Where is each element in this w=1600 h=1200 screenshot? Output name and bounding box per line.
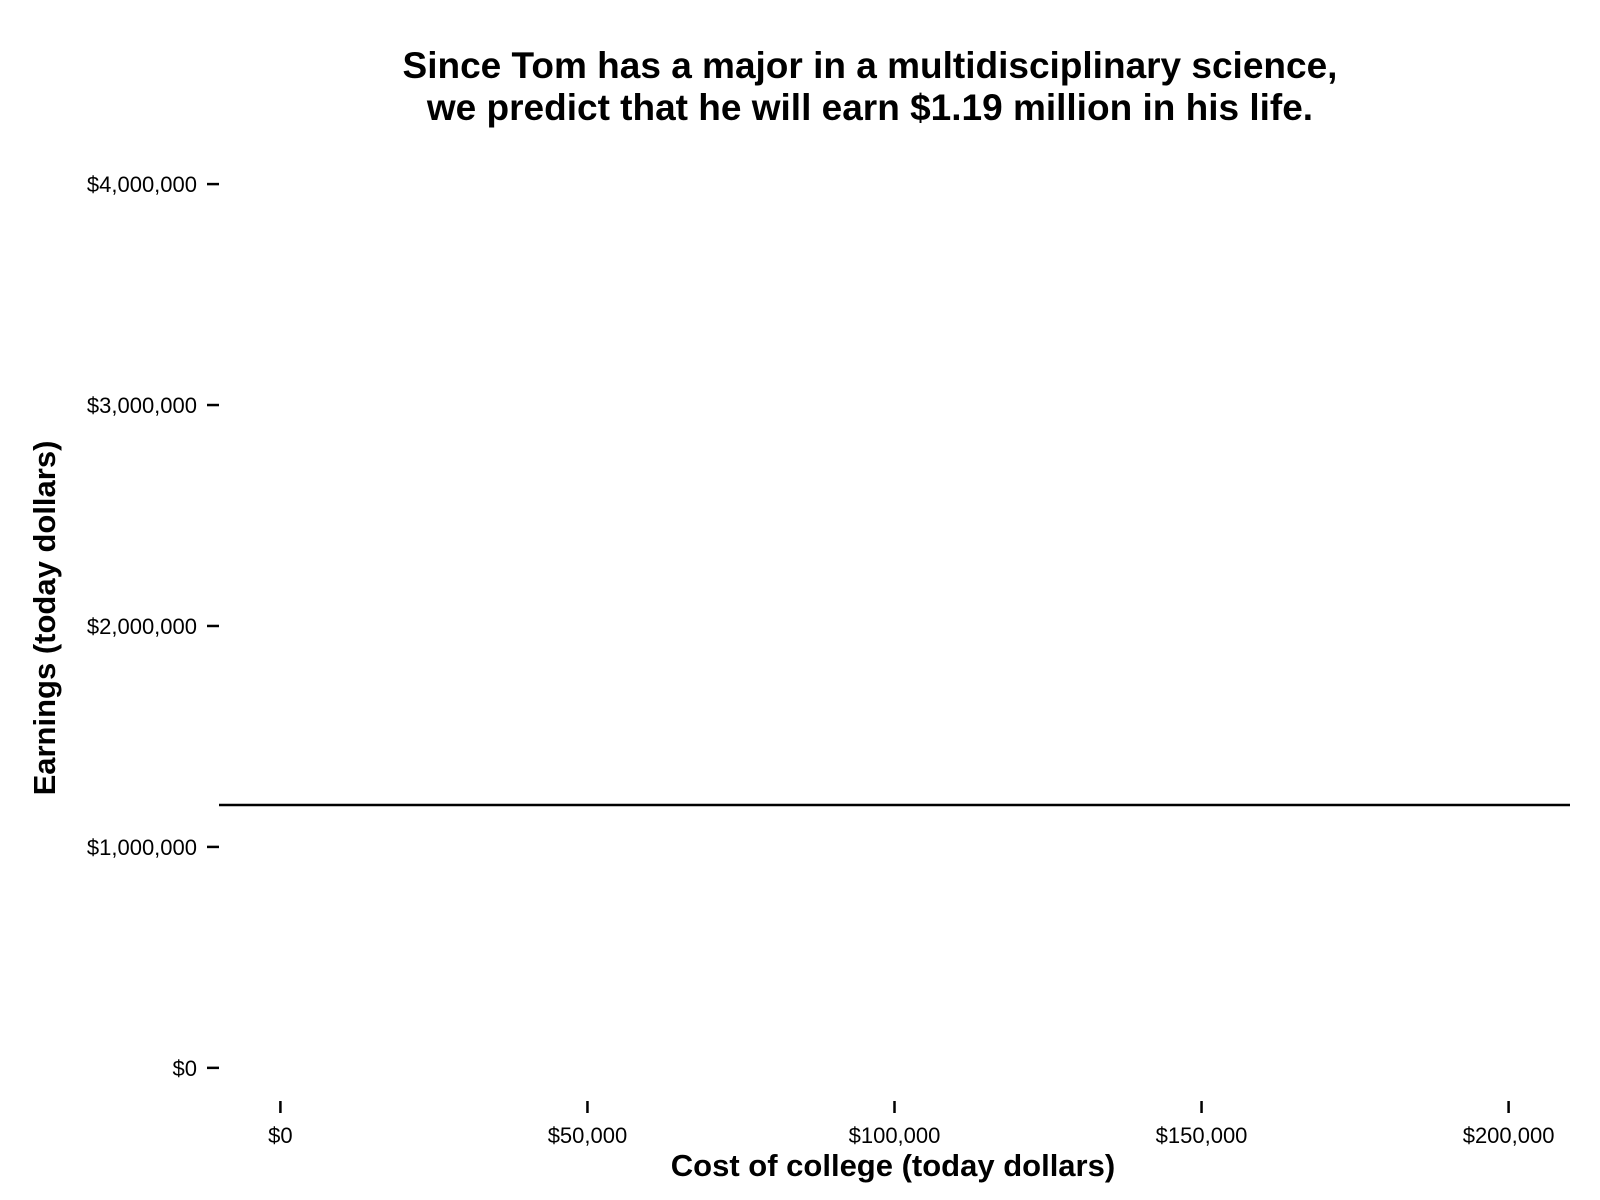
chart-title-line-2: we predict that he will earn $1.19 milli… [426, 87, 1313, 128]
y-tick-label: $2,000,000 [87, 614, 197, 639]
x-tick-label: $150,000 [1156, 1123, 1248, 1148]
plot-area: $0 $1,000,000 $2,000,000 $3,000,000 $4,000,0… [87, 172, 1570, 1148]
y-tick-label: $1,000,000 [87, 835, 197, 860]
y-tick-label: $0 [173, 1056, 197, 1081]
chart-title-line-1: Since Tom has a major in a multidiscipli… [403, 45, 1338, 86]
x-tick-label: $0 [268, 1123, 292, 1148]
y-tick-label: $4,000,000 [87, 172, 197, 197]
y-tick-label: $3,000,000 [87, 393, 197, 418]
x-axis-label: Cost of college (today dollars) [671, 1148, 1115, 1183]
y-axis-label: Earnings (today dollars) [27, 441, 62, 796]
x-tick-label: $50,000 [548, 1123, 628, 1148]
x-tick-label: $100,000 [849, 1123, 941, 1148]
x-tick-label: $200,000 [1463, 1123, 1555, 1148]
